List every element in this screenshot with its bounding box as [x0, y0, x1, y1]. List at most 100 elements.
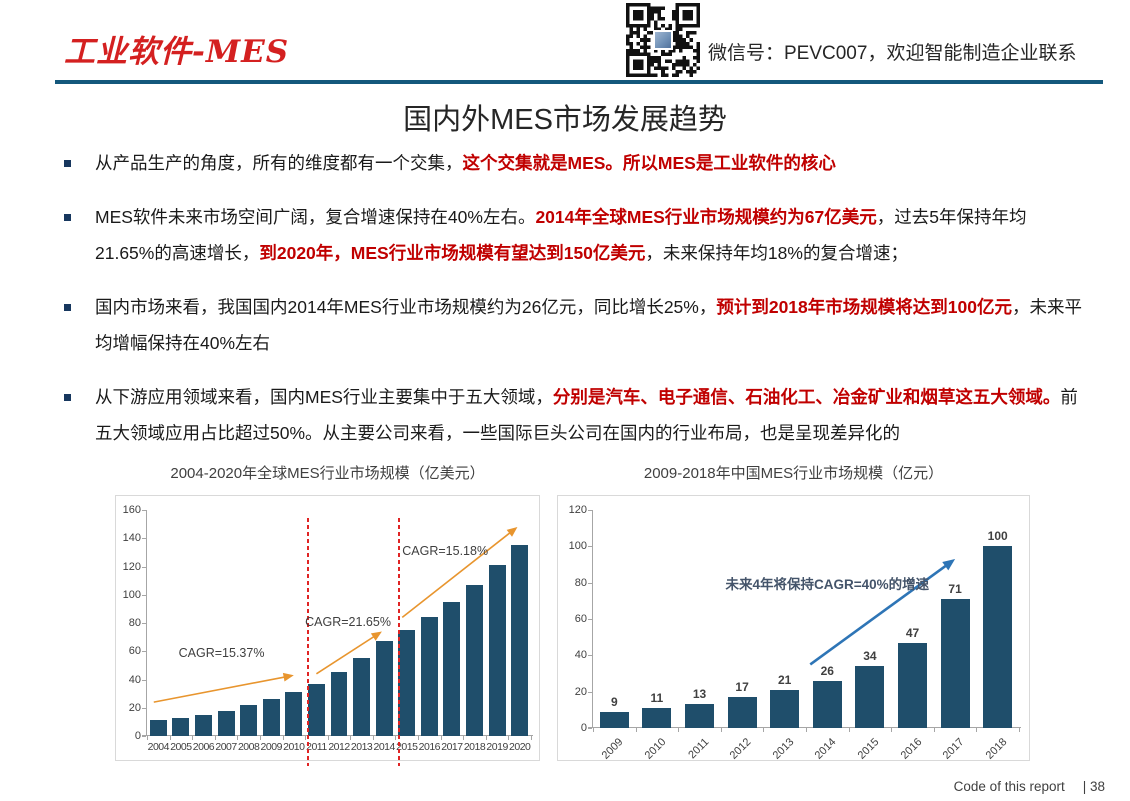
x-tick-mark: [485, 736, 487, 740]
x-axis-label: 2017: [940, 736, 967, 762]
dashed-divider-line: [397, 518, 400, 766]
global-mes-chart: 2004-2020年全球MES行业市场规模（亿美元） 0 20 40 60 80 100 1…: [115, 462, 540, 766]
x-axis-label: 2012: [727, 736, 754, 762]
x-tick-mark: [635, 728, 637, 732]
footer: Code of this report | 38: [954, 779, 1105, 794]
y-tick-mark: [588, 510, 592, 511]
emphasis-text: 分别是汽车、电子通信、石油化工、冶金矿业和烟草这五大领域。: [552, 386, 1061, 407]
x-tick-mark: [933, 728, 935, 732]
y-tick-mark: [142, 679, 146, 681]
y-tick-mark: [588, 655, 592, 657]
bullet-text: 从产品生产的角度，所有的维度都有一个交集，这个交集就是MES。所以MES是工业软…: [95, 145, 836, 182]
bar-2010: [642, 708, 672, 728]
x-axis-label: 2005: [170, 741, 192, 753]
bar-2017: [443, 601, 461, 736]
bar-value-label: 21: [778, 672, 792, 687]
x-axis-line: [588, 727, 1021, 728]
footer-label: Code of this report: [953, 779, 1065, 794]
x-tick-mark: [259, 736, 261, 740]
y-axis-label: 0: [134, 730, 141, 742]
x-tick-mark: [395, 736, 397, 740]
body-text: MES软件未来市场空间广阔，复合增速保持在40%左右。: [95, 206, 536, 227]
y-axis-label: 60: [128, 645, 141, 658]
x-tick-mark: [237, 736, 239, 740]
bar-2012: [727, 697, 757, 728]
x-axis-label: 2011: [306, 741, 327, 753]
x-axis-label: 2008: [237, 741, 260, 753]
x-axis-label: 2010: [283, 741, 305, 753]
emphasis-text: 预计到2018年市场规模将达到100亿元: [716, 296, 1012, 317]
bullet-marker-icon: [64, 303, 71, 311]
x-tick-mark: [891, 728, 893, 732]
bullet-item: MES软件未来市场空间广阔，复合增速保持在40%左右。2014年全球MES行业市…: [62, 199, 1084, 272]
x-tick-mark: [976, 728, 978, 732]
bullet-text: MES软件未来市场空间广阔，复合增速保持在40%左右。2014年全球MES行业市…: [95, 199, 1084, 272]
chart-annotation: CAGR=15.18%: [402, 543, 489, 558]
bar-value-label: 34: [863, 649, 877, 664]
bar-value-label: 17: [735, 680, 749, 695]
header-divider: [55, 80, 1103, 84]
x-tick-mark: [463, 736, 465, 740]
trend-arrow-head: [506, 526, 518, 537]
bar-2018: [466, 584, 483, 736]
bar-2020: [511, 545, 529, 736]
x-axis-label: 2016: [418, 741, 441, 753]
x-axis-label: 2009: [260, 741, 283, 753]
bar-2011: [307, 683, 325, 736]
x-axis-label: 2018: [463, 741, 486, 753]
y-tick-mark: [588, 546, 592, 548]
trend-arrow-head: [942, 559, 956, 571]
emphasis-text: 2014年全球MES行业市场规模约为67亿美元: [535, 206, 877, 227]
x-tick-mark: [350, 736, 352, 740]
body-text: 从下游应用领域来看，国内MES行业主要集中于五大领域，: [95, 386, 553, 407]
y-tick-mark: [142, 510, 146, 511]
x-axis-label: 2015: [396, 741, 418, 753]
wechat-contact-text: 微信号：PEVC007，欢迎智能制造企业联系: [708, 43, 1077, 64]
y-tick-mark: [142, 651, 146, 653]
y-axis-label: 120: [568, 504, 587, 516]
x-tick-mark: [192, 736, 194, 740]
trend-arrow-line: [153, 675, 288, 703]
x-tick-mark: [169, 736, 171, 740]
trend-arrow-head: [370, 631, 382, 641]
body-text: ，未来保持年均18%的复合增速；: [645, 243, 908, 263]
body-text: ，过去5年保持年均21.65%的高速增长，: [95, 206, 1027, 264]
bar-2005: [172, 717, 190, 736]
x-axis-label: 2012: [328, 741, 350, 753]
y-axis-label: 0: [580, 722, 587, 734]
bar-2017: [940, 599, 970, 728]
y-axis-label: 40: [574, 649, 587, 662]
x-axis-label: 2007: [215, 741, 237, 753]
y-axis-label: 80: [128, 617, 141, 629]
y-axis-label: 120: [122, 560, 141, 573]
body-text: 前五大领域应用占比超过50%。从主要公司来看，一些国际巨头公司在国内的行业布局，…: [95, 386, 1078, 444]
page-title: 国内外MES市场发展趋势: [403, 104, 727, 136]
chart-area: 0 20 40 60 80 100 120 140 160 2004 2005 2006 2007 200…: [115, 495, 540, 766]
y-tick-mark: [142, 594, 146, 596]
chart-annotation: CAGR=15.37%: [178, 645, 265, 660]
x-axis-label: 2013: [770, 736, 797, 762]
chart-area: 0 20 40 60 80 100 120 2009 9 2010 11 2011 13 2012 17 20…: [557, 495, 1030, 762]
x-tick-mark: [147, 736, 148, 740]
x-axis-label: 2010: [642, 736, 669, 762]
bar-2018: [983, 546, 1013, 728]
y-axis-label: 100: [568, 540, 587, 553]
y-axis-label: 40: [128, 673, 141, 686]
x-axis-label: 2013: [350, 741, 373, 753]
bar-2013: [353, 658, 371, 736]
x-axis-label: 2014: [373, 741, 395, 753]
x-tick-mark: [305, 736, 307, 740]
y-axis-label: 160: [122, 504, 141, 516]
emphasis-text: 这个交集就是MES。所以MES是工业软件的核心: [462, 153, 836, 173]
x-axis-label: 2014: [812, 736, 839, 762]
x-tick-mark: [593, 728, 594, 732]
bullet-list: 从产品生产的角度，所有的维度都有一个交集，这个交集就是MES。所以MES是工业软…: [62, 145, 1084, 469]
bar-2006: [195, 714, 212, 736]
x-tick-mark: [440, 736, 442, 740]
body-text: 国内市场来看，我国国内2014年MES行业市场规模约为26亿元，同比增长25%，: [95, 296, 717, 317]
y-tick-mark: [142, 566, 146, 568]
bullet-item: 国内市场来看，我国国内2014年MES行业市场规模约为26亿元，同比增长25%，…: [62, 289, 1084, 362]
dashed-divider-line: [307, 518, 310, 766]
trend-arrow-head: [282, 672, 294, 682]
x-axis-label: 2017: [441, 741, 463, 753]
